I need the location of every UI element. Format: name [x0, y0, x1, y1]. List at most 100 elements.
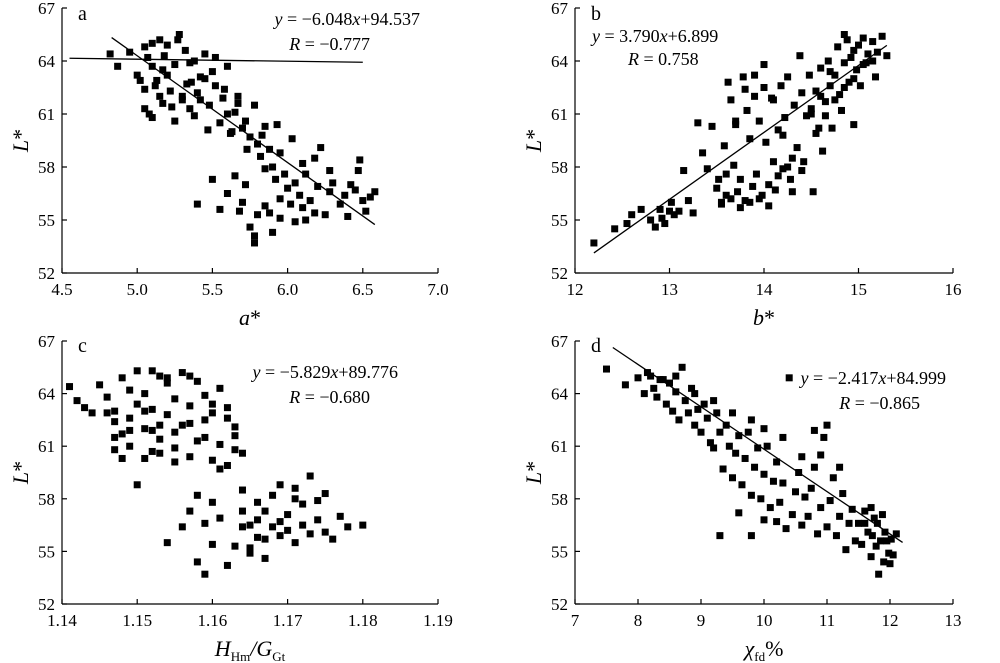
data-point — [371, 188, 379, 196]
data-point — [145, 110, 153, 118]
data-point — [785, 374, 793, 382]
data-point — [729, 409, 736, 417]
data-point — [697, 428, 705, 436]
data-point — [223, 561, 231, 569]
x-tick-label: 13 — [661, 280, 678, 299]
data-point — [284, 184, 292, 192]
data-point — [281, 170, 289, 178]
data-point — [148, 114, 156, 122]
data-point — [842, 546, 850, 554]
data-point — [868, 532, 876, 540]
data-point — [684, 197, 692, 205]
data-point — [186, 372, 194, 380]
data-point — [246, 521, 254, 529]
data-point — [238, 523, 246, 531]
y-axis-title: L* — [8, 461, 33, 485]
data-point — [163, 411, 171, 419]
data-point — [755, 195, 763, 203]
data-point — [757, 495, 765, 503]
x-tick-label: 8 — [634, 611, 643, 630]
data-point — [804, 512, 812, 520]
data-point — [186, 105, 194, 113]
data-point — [840, 59, 848, 67]
data-point — [736, 204, 744, 212]
data-point — [254, 498, 262, 506]
data-point — [867, 504, 875, 512]
data-point — [817, 64, 825, 72]
data-point — [302, 216, 310, 224]
data-point — [251, 232, 259, 240]
data-point — [623, 220, 631, 228]
data-point — [208, 409, 216, 417]
data-point — [254, 516, 262, 524]
data-point — [266, 209, 274, 217]
data-point — [201, 519, 209, 527]
data-point — [773, 518, 781, 526]
data-point — [329, 179, 337, 187]
data-point — [853, 66, 861, 74]
data-point — [694, 405, 702, 413]
data-point — [784, 163, 792, 171]
regression-equation: y = 3.790x+6.899 — [590, 26, 718, 46]
data-point — [803, 112, 811, 120]
data-point — [810, 463, 818, 471]
data-point — [878, 511, 886, 519]
data-point — [126, 414, 134, 422]
data-point — [133, 367, 141, 375]
data-point — [223, 110, 231, 118]
data-point — [187, 78, 195, 86]
data-point — [720, 142, 728, 150]
data-point — [306, 472, 314, 480]
data-point — [855, 41, 862, 49]
data-point — [739, 73, 747, 81]
data-point — [223, 461, 231, 469]
data-point — [296, 191, 304, 199]
panel-letter: d — [591, 335, 601, 357]
y-tick-label: 55 — [551, 542, 568, 561]
data-point — [817, 451, 825, 459]
data-point — [769, 158, 777, 166]
data-point — [831, 71, 839, 79]
data-point — [628, 211, 636, 219]
data-point — [817, 92, 825, 100]
data-point — [196, 73, 204, 81]
data-point — [273, 121, 281, 129]
data-point — [812, 87, 820, 95]
x-tick-label: 1.15 — [122, 611, 152, 630]
data-point — [354, 167, 362, 175]
data-point — [847, 53, 855, 61]
y-axis-title: L* — [521, 129, 546, 153]
data-point — [875, 570, 883, 578]
data-point — [201, 416, 209, 424]
data-point — [839, 490, 847, 498]
data-point — [859, 34, 867, 42]
data-point — [848, 505, 856, 513]
data-point — [246, 549, 254, 557]
data-point — [801, 493, 809, 501]
data-point — [329, 535, 337, 543]
data-point — [306, 197, 314, 205]
data-point — [611, 225, 619, 233]
data-point — [823, 421, 831, 429]
data-point — [291, 218, 299, 226]
data-point — [103, 393, 111, 401]
y-tick-label: 67 — [551, 0, 569, 18]
data-point — [703, 414, 711, 422]
data-point — [193, 491, 201, 499]
data-point — [807, 105, 815, 113]
data-point — [781, 114, 789, 122]
y-tick-label: 55 — [38, 542, 55, 561]
data-point — [148, 39, 156, 47]
data-point — [314, 497, 322, 505]
data-point — [148, 367, 156, 375]
y-tick-label: 52 — [38, 264, 55, 283]
data-point — [171, 61, 179, 69]
data-point — [837, 106, 845, 114]
data-point — [344, 212, 352, 220]
data-point — [201, 433, 209, 441]
data-point — [311, 209, 319, 217]
data-point — [762, 138, 770, 146]
data-point — [826, 82, 834, 90]
data-point — [118, 374, 126, 382]
data-point — [661, 220, 669, 228]
